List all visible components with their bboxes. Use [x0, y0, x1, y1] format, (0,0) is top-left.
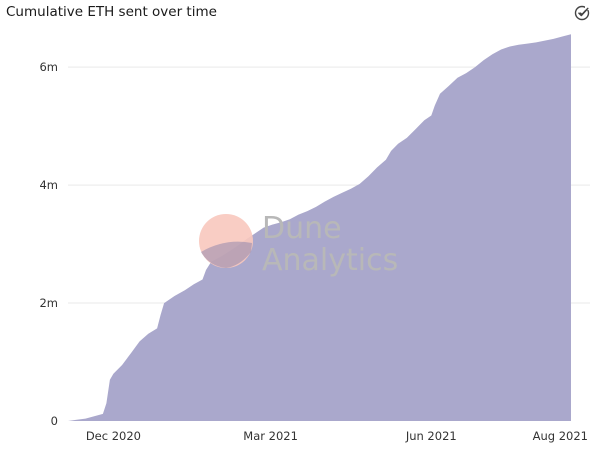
area-series-cumulative-eth: [68, 34, 571, 421]
watermark-line1: Dune: [262, 211, 342, 246]
x-tick-label: Mar 2021: [243, 429, 298, 443]
dune-logo-circle: [199, 214, 253, 268]
check-circle-icon[interactable]: [574, 5, 590, 21]
watermark-line2: Analytics: [262, 243, 398, 278]
x-tick-label: Jun 2021: [405, 429, 457, 443]
y-tick-label: 6m: [39, 60, 58, 74]
dune-logo-wave: [201, 241, 252, 268]
y-tick-label: 4m: [39, 178, 58, 192]
y-axis-ticks: 0 2m 4m 6m: [39, 60, 58, 428]
x-tick-label: Aug 2021: [533, 429, 588, 443]
x-axis-ticks: Dec 2020 Mar 2021 Jun 2021 Aug 2021: [86, 429, 588, 443]
dune-analytics-watermark: Dune Analytics: [199, 211, 398, 278]
chart-title: Cumulative ETH sent over time: [6, 4, 217, 20]
y-tick-label: 2m: [39, 296, 58, 310]
x-tick-label: Dec 2020: [86, 429, 141, 443]
y-tick-label: 0: [51, 414, 58, 428]
